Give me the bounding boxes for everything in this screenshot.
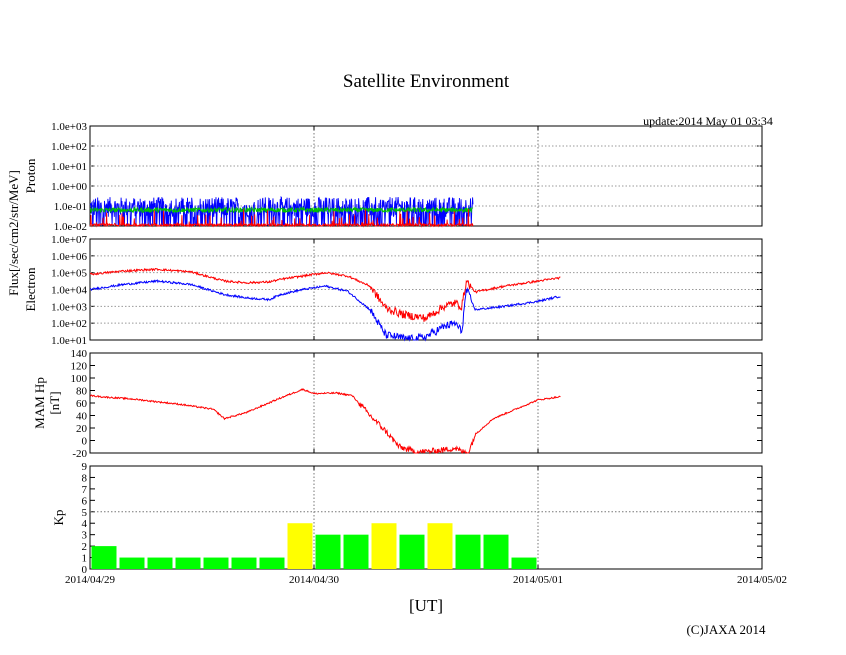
y-tick-label: 8 — [82, 472, 88, 484]
y-tick-label: 40 — [76, 411, 88, 423]
y-tick-label: 1.0e+01 — [51, 161, 87, 173]
y-axis-label-flux: Flux[/sec/cm2/str/MeV] — [6, 170, 21, 296]
kp-bar-2 — [119, 557, 145, 569]
panels-group: 1.0e+03 1.0e+02 1.0e+01 1.0e+00 1.0e-01 1.0e-… — [6, 121, 787, 586]
panel-proton: 1.0e+03 1.0e+02 1.0e+01 1.0e+00 1.0e-01 1.0e-… — [23, 121, 763, 233]
kp-bar-15 — [483, 534, 509, 569]
kp-bar-5 — [203, 557, 229, 569]
kp-bar-16 — [511, 557, 537, 569]
y-tick-label: 1.0e+05 — [51, 268, 87, 280]
y-tick-label: 1.0e+01 — [51, 335, 87, 347]
kp-bar-3 — [147, 557, 173, 569]
series-proton-green — [89, 205, 474, 214]
y-tick-label: 1 — [82, 553, 88, 565]
x-tick-label: 2014/05/01 — [513, 574, 563, 586]
y-tick-label: 7 — [82, 484, 88, 496]
kp-bar-13 — [427, 523, 453, 569]
kp-bar-10 — [343, 534, 369, 569]
kp-bar-8 — [287, 523, 313, 569]
y-tick-label: 120 — [71, 361, 88, 373]
y-axis-label-electron: Electron — [23, 267, 38, 312]
update-timestamp: update:2014 May 01 03:34 — [643, 114, 773, 128]
kp-bar-1 — [91, 546, 117, 569]
series-electron-blue — [89, 279, 561, 342]
y-tick-label: 1.0e+03 — [51, 121, 87, 133]
copyright-text: (C)JAXA 2014 — [686, 622, 766, 637]
kp-bar-4 — [175, 557, 201, 569]
y-axis-label-kp: Kp — [51, 510, 66, 526]
panel-electron: 1.0e+07 1.0e+06 1.0e+05 1.0e+04 1.0e+03 1.0e+… — [23, 234, 763, 347]
y-tick-label: 3 — [82, 530, 88, 542]
chart-title: Satellite Environment — [343, 71, 510, 92]
y-tick-label: 20 — [76, 423, 88, 435]
y-tick-label: 60 — [76, 398, 88, 410]
kp-bar-14 — [455, 534, 481, 569]
kp-bar-6 — [231, 557, 257, 569]
kp-bar-7 — [259, 557, 285, 569]
x-tick-label: 2014/05/02 — [737, 574, 787, 586]
y-tick-label: 1.0e+02 — [51, 318, 87, 330]
y-axis-unit-mam-hp: [nT] — [47, 391, 62, 414]
x-tick-label: 2014/04/29 — [65, 574, 116, 586]
y-tick-label: 1.0e+06 — [51, 251, 87, 263]
y-tick-label: 4 — [82, 518, 88, 530]
x-tick-label: 2014/04/30 — [289, 574, 340, 586]
y-tick-label: 2 — [82, 541, 88, 553]
panel-frame-kp — [89, 465, 763, 570]
y-axis-label-proton: Proton — [23, 158, 38, 193]
y-tick-label: 1.0e-01 — [54, 201, 87, 213]
y-tick-label: 80 — [76, 386, 88, 398]
y-tick-label: 1.0e-02 — [54, 221, 87, 233]
series-electron-red — [89, 267, 561, 322]
y-tick-label: 1.0e+02 — [51, 141, 87, 153]
series-proton-blue — [89, 195, 474, 226]
y-tick-label: 5 — [82, 507, 88, 519]
y-tick-label: 9 — [82, 461, 88, 473]
y-tick-label: 1.0e+04 — [51, 285, 87, 297]
panel-frame-proton — [89, 125, 763, 227]
kp-bar-9 — [315, 534, 341, 569]
series-hp-red — [89, 387, 561, 455]
y-tick-label: 6 — [82, 495, 88, 507]
kp-bar-12 — [399, 534, 425, 569]
y-axis-label-mam-hp: MAM Hp — [32, 377, 47, 429]
kp-bar-11 — [371, 523, 397, 569]
y-tick-label: 1.0e+00 — [51, 181, 87, 193]
y-tick-label: 0 — [82, 564, 88, 576]
x-axis-label: [UT] — [409, 596, 443, 615]
series-proton-red — [89, 208, 474, 228]
y-tick-label: 1.0e+07 — [51, 234, 87, 246]
y-tick-label: 100 — [71, 373, 88, 385]
y-tick-label: -20 — [72, 448, 87, 460]
y-tick-label: 0 — [82, 436, 88, 448]
y-tick-label: 1.0e+03 — [51, 301, 87, 313]
y-tick-label: 140 — [71, 348, 88, 360]
